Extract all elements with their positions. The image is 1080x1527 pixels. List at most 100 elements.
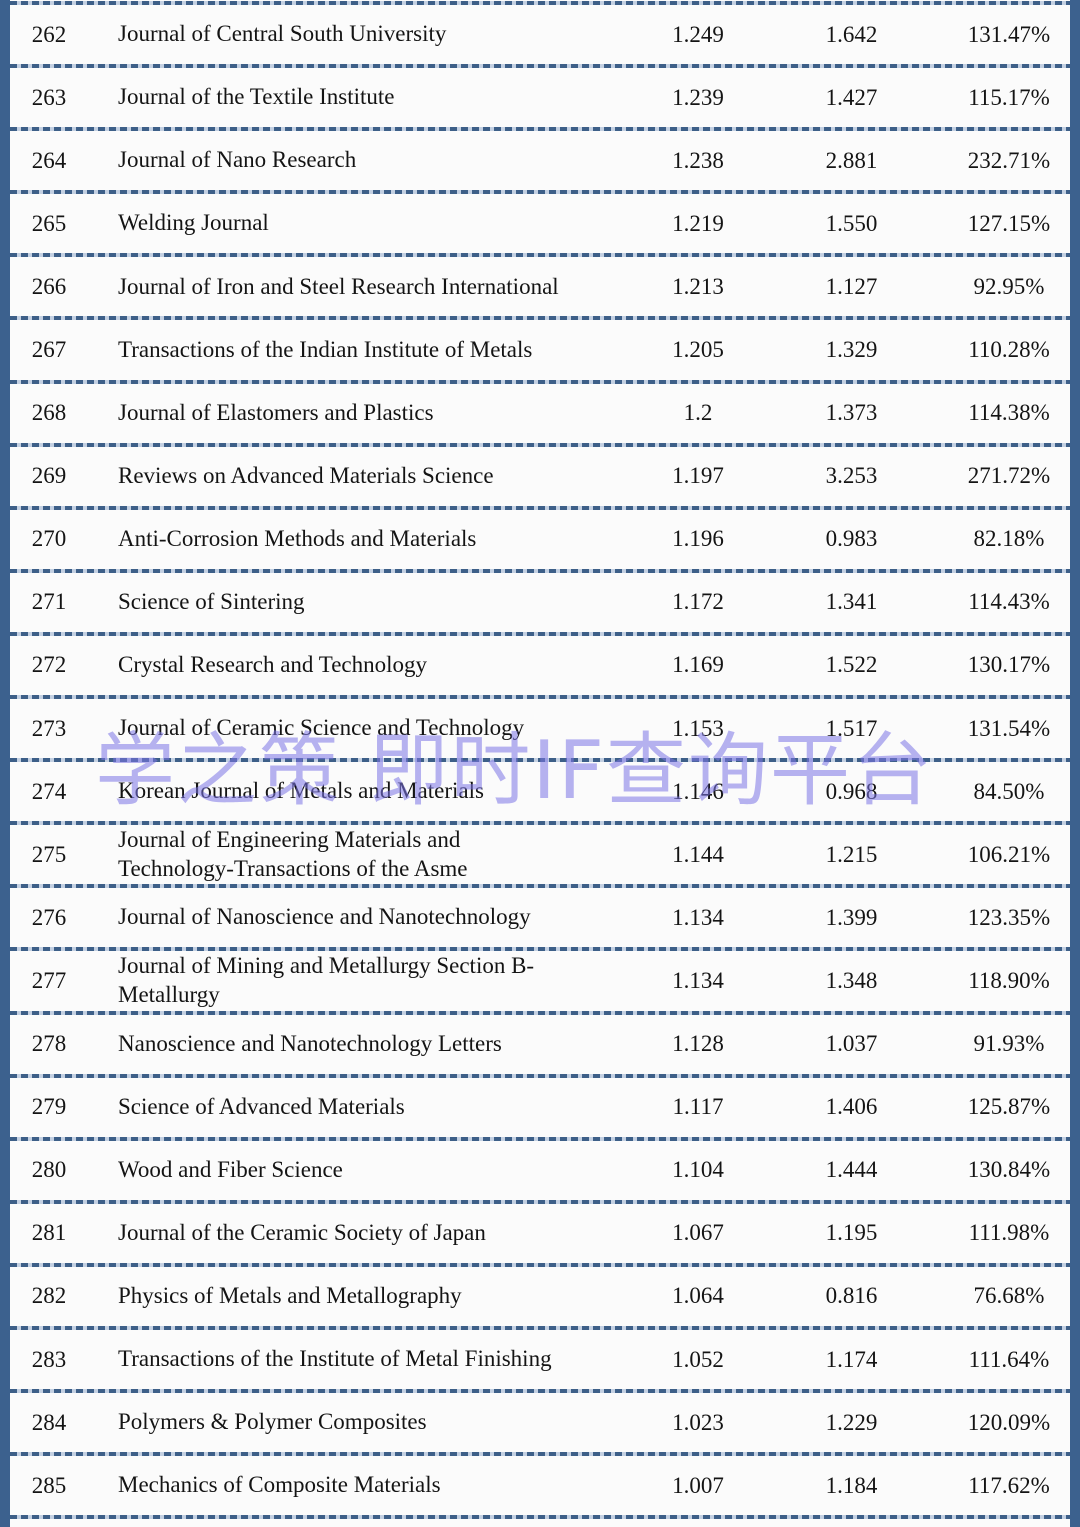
rank-cell: 263	[31, 84, 67, 110]
journal-name-cell: Welding Journal	[118, 210, 269, 236]
journal-name-cell: Journal of the Ceramic Society of Japan	[118, 1219, 486, 1245]
row-separator	[10, 568, 1070, 573]
table-row: 271 Science of Sintering 1.172 1.341 114…	[10, 573, 1070, 632]
impact-factor-cell: 1.219	[672, 210, 724, 236]
realtime-if-cell: 1.184	[825, 1472, 878, 1498]
realtime-if-cell: 1.427	[825, 84, 878, 110]
journal-table-body: 262 Journal of Central South University …	[10, 5, 1070, 1520]
row-separator	[10, 64, 1070, 69]
row-separator	[10, 1325, 1070, 1330]
journal-name-cell: Physics of Metals and Metallography	[118, 1283, 462, 1309]
ratio-cell: 110.28%	[968, 337, 1050, 363]
realtime-if-cell: 1.127	[825, 273, 878, 299]
row-separator	[10, 190, 1070, 195]
rank-cell: 278	[31, 1031, 67, 1057]
row-separator	[10, 695, 1070, 700]
journal-name-cell: Journal of Elastomers and Plastics	[118, 399, 434, 425]
rank-cell: 266	[31, 273, 67, 299]
table-row: 282 Physics of Metals and Metallography …	[10, 1267, 1070, 1326]
impact-factor-cell: 1.146	[672, 778, 724, 804]
rank-cell: 284	[31, 1409, 67, 1435]
realtime-if-cell: 1.517	[825, 715, 878, 741]
journal-name-cell: Nanoscience and Nanotechnology Letters	[118, 1030, 502, 1056]
rank-cell: 265	[31, 210, 67, 236]
row-separator	[10, 1262, 1070, 1267]
journal-name-cell: Transactions of the Institute of Metal F…	[118, 1346, 552, 1372]
journal-name-cell: Journal of the Textile Institute	[118, 84, 395, 110]
impact-factor-cell: 1.205	[672, 337, 724, 363]
journal-name-cell: Science of Sintering	[118, 589, 305, 615]
rank-cell: 262	[31, 21, 67, 47]
realtime-if-cell: 1.373	[825, 400, 878, 426]
row-separator	[10, 631, 1070, 636]
realtime-if-cell: 1.174	[825, 1346, 878, 1372]
row-separator	[10, 1136, 1070, 1141]
ratio-cell: 127.15%	[967, 210, 1051, 236]
table-row: 264 Journal of Nano Research 1.238 2.881…	[10, 131, 1070, 190]
impact-factor-cell: 1.117	[672, 1094, 724, 1120]
impact-factor-cell: 1.144	[672, 841, 724, 867]
rank-cell: 268	[31, 400, 67, 426]
table-row: 279 Science of Advanced Materials 1.117 …	[10, 1078, 1070, 1137]
impact-factor-cell: 1.2	[683, 400, 713, 426]
realtime-if-cell: 1.341	[825, 589, 878, 615]
table-row: 265 Welding Journal 1.219 1.550 127.15%	[10, 194, 1070, 253]
row-separator	[10, 1389, 1070, 1394]
realtime-if-cell: 1.406	[825, 1094, 878, 1120]
realtime-if-cell: 1.195	[825, 1220, 878, 1246]
row-separator	[10, 884, 1070, 889]
row-separator	[10, 1010, 1070, 1015]
journal-name-cell: Korean Journal of Metals and Materials	[118, 778, 484, 804]
impact-factor-cell: 1.052	[672, 1346, 724, 1372]
table-row: 266 Journal of Iron and Steel Research I…	[10, 257, 1070, 316]
journal-name-cell: Journal of Iron and Steel Research Inter…	[118, 273, 559, 299]
impact-factor-cell: 1.197	[672, 463, 724, 489]
realtime-if-cell: 0.983	[825, 526, 878, 552]
impact-factor-cell: 1.104	[672, 1157, 724, 1183]
table-row: 277 Journal of Mining and Metallurgy Sec…	[10, 951, 1070, 1010]
row-separator	[10, 316, 1070, 321]
impact-factor-cell: 1.238	[672, 147, 724, 173]
ratio-cell: 232.71%	[967, 147, 1051, 173]
rank-cell: 282	[31, 1283, 67, 1309]
journal-name-cell: Anti-Corrosion Methods and Materials	[118, 525, 477, 551]
table-row: 269 Reviews on Advanced Materials Scienc…	[10, 447, 1070, 506]
ratio-cell: 82.18%	[973, 526, 1045, 552]
impact-factor-cell: 1.169	[672, 652, 724, 678]
ratio-cell: 111.98%	[968, 1220, 1050, 1246]
impact-factor-cell: 1.007	[672, 1472, 724, 1498]
rank-cell: 272	[31, 652, 67, 678]
rank-cell: 270	[31, 526, 67, 552]
row-separator	[10, 127, 1070, 132]
realtime-if-cell: 1.348	[825, 967, 878, 993]
impact-factor-cell: 1.134	[672, 967, 724, 993]
ratio-cell: 114.38%	[968, 400, 1050, 426]
journal-name-cell: Journal of Central South University	[118, 21, 447, 47]
rank-cell: 279	[31, 1094, 67, 1120]
impact-factor-cell: 1.196	[672, 526, 724, 552]
impact-factor-cell: 1.239	[672, 84, 724, 110]
realtime-if-cell: 1.329	[825, 337, 878, 363]
table-row: 268 Journal of Elastomers and Plastics 1…	[10, 384, 1070, 443]
table-row: 272 Crystal Research and Technology 1.16…	[10, 636, 1070, 695]
rank-cell: 275	[31, 841, 67, 867]
row-separator	[10, 1, 1070, 5]
realtime-if-cell: 1.399	[825, 904, 878, 930]
table-row: 275 Journal of Engineering Materials and…	[10, 825, 1070, 884]
rank-cell: 281	[31, 1220, 67, 1246]
impact-factor-cell: 1.172	[672, 589, 724, 615]
impact-factor-cell: 1.213	[672, 273, 724, 299]
row-separator	[10, 1515, 1070, 1520]
rank-cell: 280	[31, 1157, 67, 1183]
table-row: 262 Journal of Central South University …	[10, 5, 1070, 64]
ratio-cell: 91.93%	[973, 1031, 1045, 1057]
realtime-if-cell: 3.253	[825, 463, 878, 489]
realtime-if-cell: 0.968	[825, 778, 878, 804]
realtime-if-cell: 1.444	[825, 1157, 878, 1183]
row-separator	[10, 947, 1070, 952]
table-row: 263 Journal of the Textile Institute 1.2…	[10, 68, 1070, 127]
rank-cell: 276	[31, 904, 67, 930]
ratio-cell: 106.21%	[967, 841, 1051, 867]
ratio-cell: 130.84%	[967, 1157, 1051, 1183]
row-separator	[10, 1073, 1070, 1078]
